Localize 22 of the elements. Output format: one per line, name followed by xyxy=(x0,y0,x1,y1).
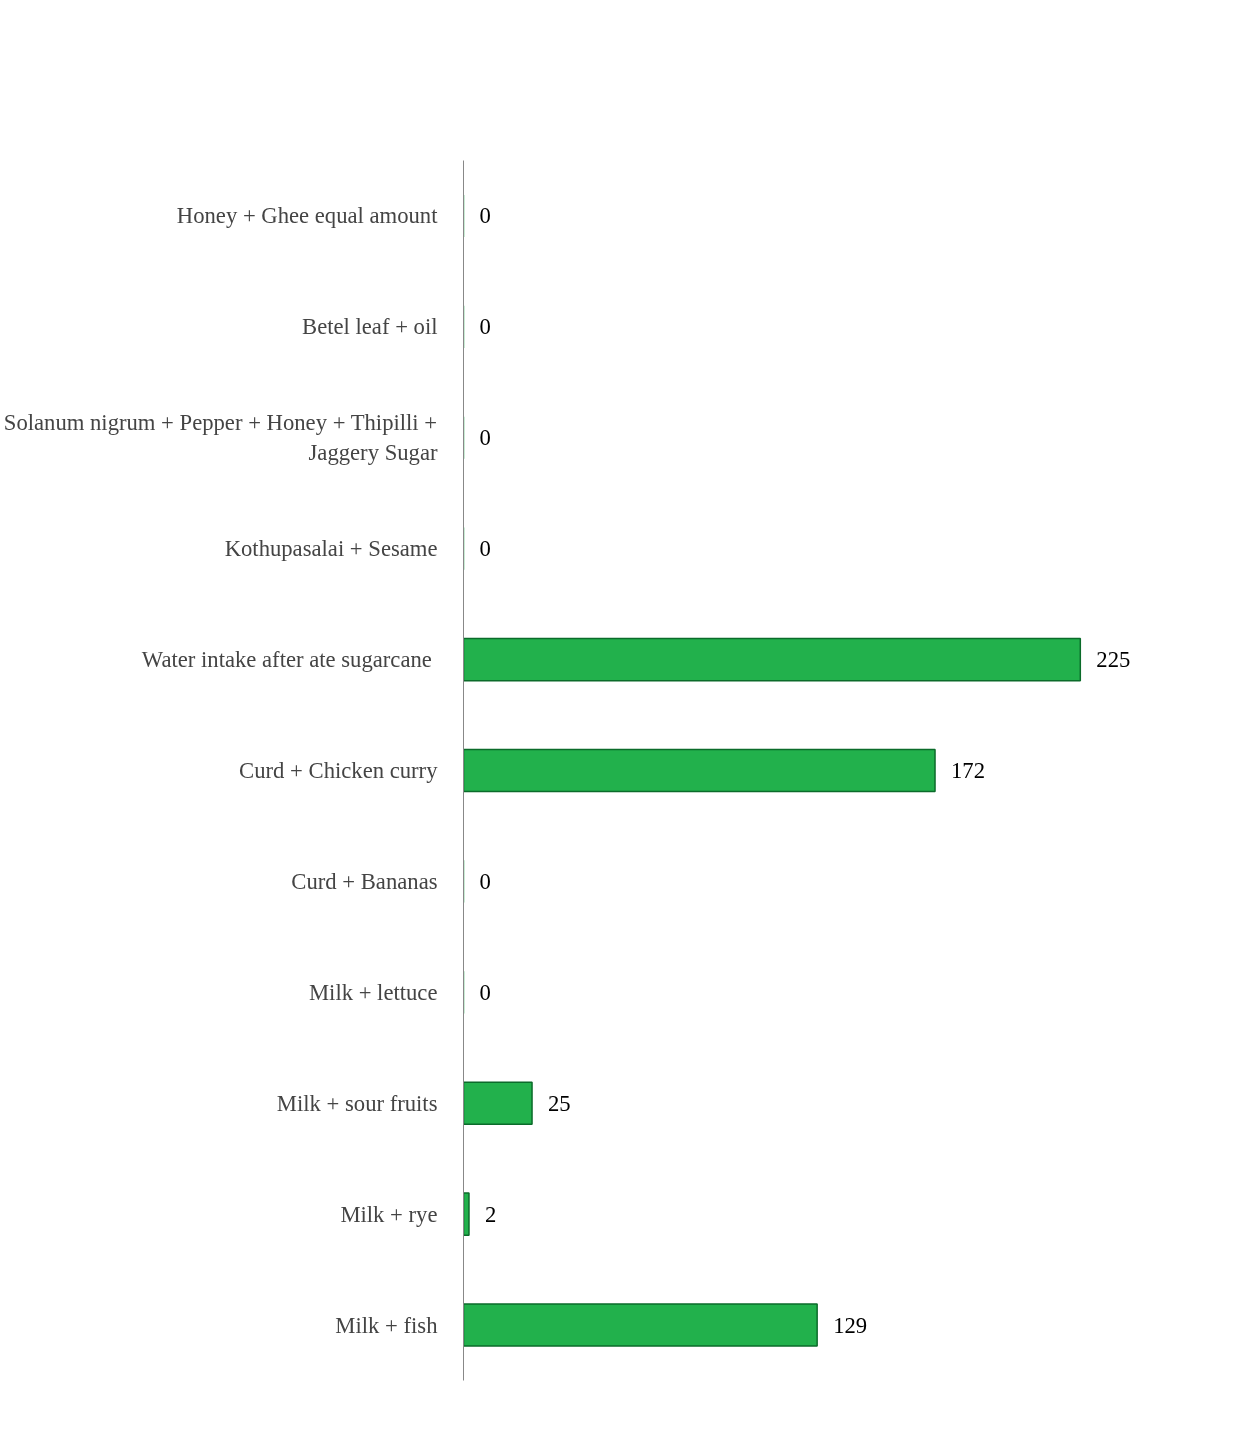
data-label: 172 xyxy=(951,758,985,783)
y-tick-label: Milk + lettuce xyxy=(308,979,438,1005)
y-tick-label: Milk + sour fruits xyxy=(276,1090,438,1116)
data-label: 0 xyxy=(479,425,491,451)
y-tick-label: Milk + fish xyxy=(335,1312,439,1338)
data-label: 2 xyxy=(484,1201,497,1227)
data-label: 0 xyxy=(479,314,491,340)
data-label: 0 xyxy=(479,868,491,894)
data-label: 0 xyxy=(479,979,491,1005)
y-tick-label: Curd + Bananas xyxy=(291,868,438,894)
data-label: 0 xyxy=(479,203,491,229)
data-label: 0 xyxy=(479,536,491,562)
data-label: 225 xyxy=(1096,647,1131,673)
y-tick-label: Milk + rye xyxy=(340,1201,438,1227)
data-label: 129 xyxy=(833,1312,868,1338)
y-tick-label: Honey + Ghee equal amount xyxy=(176,203,439,229)
y-tick-label: Curd + Chicken curry xyxy=(239,758,439,783)
y-tick-label: Solanum nigrum + Pepper + Honey + Thipilli + Jaggery Sugar xyxy=(3,410,438,466)
y-tick-label: Kothupasalai + Sesame xyxy=(224,536,438,562)
y-tick-label: Betel leaf + oil xyxy=(302,314,438,340)
data-label: 25 xyxy=(548,1090,571,1116)
y-tick-label: Water intake after ate sugarcane xyxy=(141,647,432,673)
